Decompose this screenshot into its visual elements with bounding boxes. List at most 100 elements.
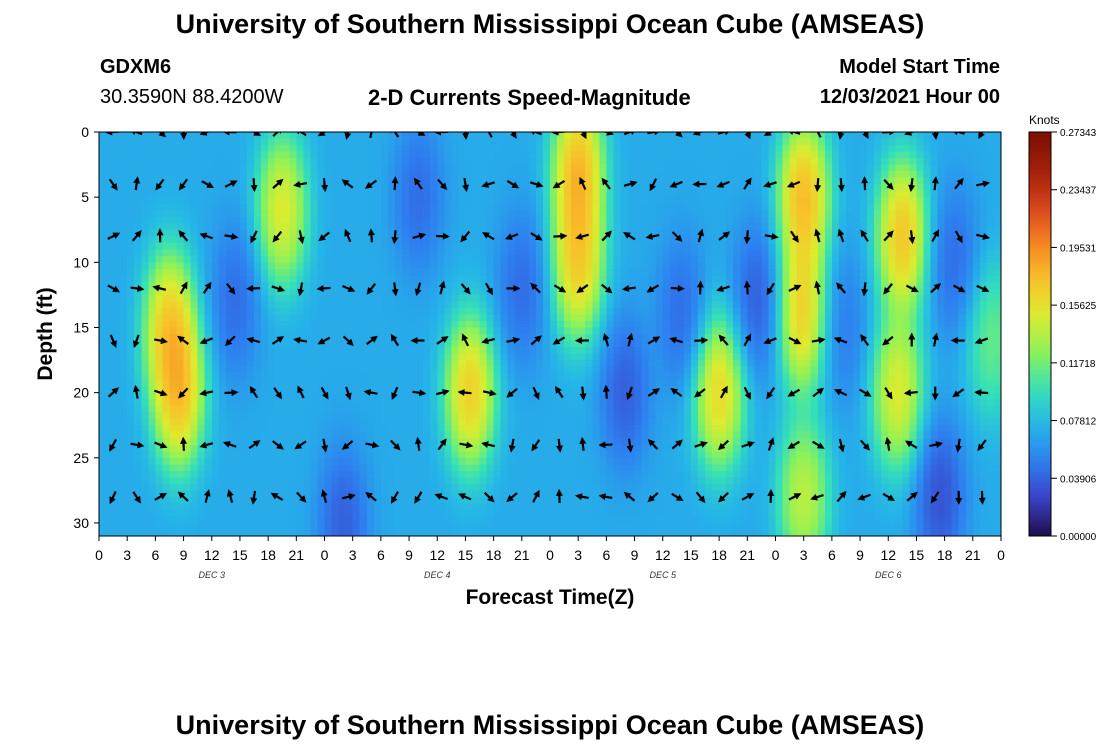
day-label: DEC 6: [875, 570, 902, 580]
current-arrow-head: [250, 497, 258, 505]
colorbar-tick-label: 0.15625: [1060, 301, 1097, 312]
current-arrow-head: [434, 493, 443, 500]
current-arrow-head: [110, 182, 118, 191]
current-arrow-head: [716, 285, 724, 293]
colorbar-tick-label: 0.19531: [1060, 243, 1097, 254]
current-arrow-head: [933, 282, 942, 291]
colorbar-tick-label: 0.07812: [1060, 417, 1097, 428]
current-arrow-head: [950, 337, 958, 345]
current-arrow-head: [297, 385, 304, 394]
current-arrow-head: [931, 176, 939, 184]
current-arrow-head: [223, 132, 230, 136]
current-arrow-head: [481, 181, 490, 188]
current-arrow-head: [787, 390, 796, 397]
current-arrow-head: [442, 232, 450, 240]
current-arrow-head: [763, 132, 772, 136]
current-arrow-head: [418, 389, 427, 397]
x-tick-label: 9: [631, 547, 639, 563]
current-arrow-head: [512, 336, 521, 344]
y-tick-label: 10: [73, 254, 89, 270]
current-arrow-head: [669, 181, 678, 188]
x-tick-label: 6: [828, 547, 836, 563]
current-arrow-head: [952, 390, 960, 398]
current-arrow-head: [506, 390, 514, 398]
current-arrow-head: [390, 496, 398, 504]
current-arrow-head: [886, 230, 894, 238]
current-arrow-head: [159, 493, 168, 500]
current-arrow-head: [837, 132, 845, 140]
current-arrow-head: [696, 280, 704, 288]
current-arrow-head: [199, 132, 208, 136]
current-arrow-head: [978, 497, 986, 505]
current-arrow-head: [365, 491, 373, 499]
current-arrow-head: [417, 132, 426, 136]
current-arrow-head: [320, 489, 328, 497]
current-arrow-head: [511, 181, 520, 189]
current-arrow-head: [955, 445, 963, 453]
current-arrow-head: [178, 182, 186, 191]
current-arrow-head: [465, 441, 474, 449]
current-arrow-head: [574, 337, 582, 345]
x-tick-label: 3: [800, 547, 808, 563]
current-arrow-head: [178, 230, 186, 238]
current-arrow-head: [535, 181, 544, 188]
current-arrow-head: [974, 389, 982, 397]
current-arrow-head: [747, 441, 755, 448]
current-arrow-head: [414, 288, 422, 297]
current-arrow: [717, 132, 728, 135]
current-arrow-head: [134, 230, 142, 238]
current-arrow-head: [112, 285, 121, 293]
current-arrow-head: [793, 493, 802, 500]
current-arrow-head: [744, 392, 751, 400]
current-arrow-head: [370, 335, 378, 343]
current-arrow-head: [228, 287, 236, 295]
current-arrow-head: [344, 392, 352, 401]
current-arrow-head: [814, 280, 821, 289]
current-arrow-head: [931, 132, 939, 140]
current-arrow-head: [346, 338, 354, 347]
current-arrow-head: [602, 384, 610, 392]
current-arrow: [133, 132, 143, 136]
current-arrow-head: [839, 490, 847, 499]
current-arrow-head: [579, 176, 586, 185]
day-label: DEC 5: [649, 570, 677, 580]
current-arrow-head: [481, 337, 489, 345]
current-arrow-head: [974, 337, 983, 345]
current-arrow-head: [206, 181, 215, 188]
current-arrow-head: [982, 180, 991, 188]
current-arrow-head: [621, 285, 630, 292]
current-arrow-head: [818, 336, 826, 344]
current-arrow-head: [908, 236, 916, 245]
current-arrow-head: [882, 338, 890, 346]
current-arrow-head: [576, 286, 585, 293]
current-arrow-head: [652, 336, 661, 344]
y-tick-label: 15: [73, 319, 89, 335]
current-arrow-head: [910, 285, 919, 293]
current-arrow-head: [229, 180, 238, 187]
current-arrow-head: [391, 288, 399, 297]
x-tick-label: 21: [740, 547, 756, 563]
x-tick-label: 0: [321, 547, 329, 563]
current-arrow-head: [551, 132, 559, 136]
x-tick-label: 6: [377, 547, 385, 563]
current-arrow-head: [647, 494, 655, 503]
current-arrow-head: [317, 132, 326, 137]
x-tick-label: 18: [486, 547, 502, 563]
current-arrow-head: [366, 287, 374, 295]
current-arrow-head: [371, 441, 380, 449]
current-arrow-head: [626, 445, 634, 453]
x-tick-label: 9: [180, 547, 188, 563]
current-arrow-head: [226, 489, 234, 497]
model-start-label: Model Start Time: [839, 56, 1000, 78]
current-arrow-head: [692, 180, 700, 188]
current-arrow-head: [932, 229, 940, 238]
x-tick-label: 0: [546, 547, 554, 563]
x-axis-title: Forecast Time(Z): [466, 586, 635, 609]
current-arrow-head: [763, 337, 772, 345]
current-arrow-head: [321, 391, 329, 400]
current-arrow-head: [675, 439, 683, 447]
y-tick-label: 5: [81, 189, 89, 205]
colorbar-tick-label: 0.00000: [1060, 532, 1097, 543]
current-arrow-head: [977, 443, 985, 452]
x-tick-label: 15: [232, 547, 248, 563]
